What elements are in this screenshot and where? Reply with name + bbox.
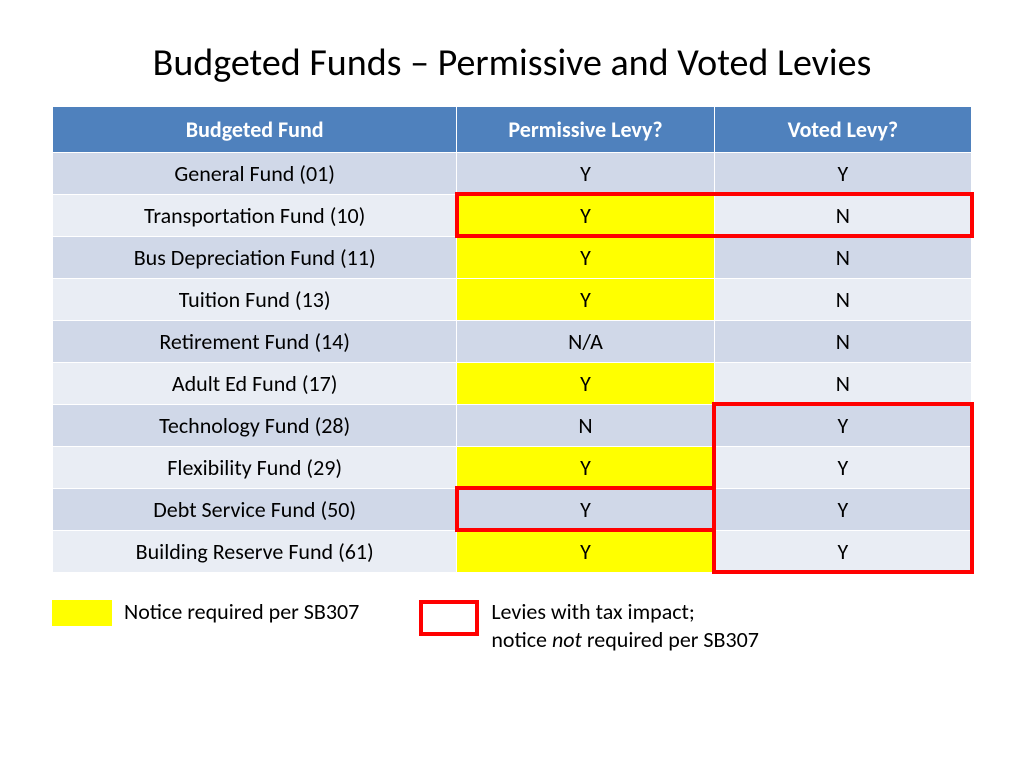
legend-redbox-label: Levies with tax impact; notice not requi… xyxy=(491,598,759,653)
table-cell: Y xyxy=(714,153,971,195)
table-cell: Y xyxy=(457,153,714,195)
table-row: Debt Service Fund (50)YY xyxy=(53,489,972,531)
table-cell: N xyxy=(714,363,971,405)
table-cell: General Fund (01) xyxy=(53,153,457,195)
table-cell: Y xyxy=(457,237,714,279)
slide-title: Budgeted Funds – Permissive and Voted Le… xyxy=(50,40,974,86)
table-row: Transportation Fund (10)YN xyxy=(53,195,972,237)
legend-item-yellow: Notice required per SB307 xyxy=(52,598,359,626)
legend-yellow-label: Notice required per SB307 xyxy=(124,598,359,626)
table-row: Flexibility Fund (29)YY xyxy=(53,447,972,489)
table-cell: Y xyxy=(457,363,714,405)
table-cell: Y xyxy=(457,279,714,321)
table-cell: Y xyxy=(457,447,714,489)
col-header-voted: Voted Levy? xyxy=(714,107,971,153)
table-cell: Adult Ed Fund (17) xyxy=(53,363,457,405)
table-body: General Fund (01)YYTransportation Fund (… xyxy=(53,153,972,573)
table-row: Retirement Fund (14)N/AN xyxy=(53,321,972,363)
table-cell: Y xyxy=(714,531,971,573)
legend-redbox-line2-em: not xyxy=(552,626,582,653)
table-cell: Y xyxy=(457,531,714,573)
table-row: Building Reserve Fund (61)YY xyxy=(53,531,972,573)
table-cell: Y xyxy=(714,447,971,489)
yellow-swatch xyxy=(52,600,112,626)
table-row: Adult Ed Fund (17)YN xyxy=(53,363,972,405)
table-cell: Debt Service Fund (50) xyxy=(53,489,457,531)
legend-redbox-line1: Levies with tax impact; xyxy=(491,598,695,625)
table-header-row: Budgeted Fund Permissive Levy? Voted Lev… xyxy=(53,107,972,153)
table-row: Bus Depreciation Fund (11)YN xyxy=(53,237,972,279)
table-cell: N xyxy=(457,405,714,447)
table-cell: Y xyxy=(714,489,971,531)
table-row: Tuition Fund (13)YN xyxy=(53,279,972,321)
table-wrap: Budgeted Fund Permissive Levy? Voted Lev… xyxy=(52,106,972,573)
table-cell: Retirement Fund (14) xyxy=(53,321,457,363)
table-cell: N xyxy=(714,237,971,279)
table-cell: Y xyxy=(457,489,714,531)
table-cell: Technology Fund (28) xyxy=(53,405,457,447)
legend-item-redbox: Levies with tax impact; notice not requi… xyxy=(419,598,759,653)
table-cell: N/A xyxy=(457,321,714,363)
slide: Budgeted Funds – Permissive and Voted Le… xyxy=(0,0,1024,768)
table-row: Technology Fund (28)NY xyxy=(53,405,972,447)
table-cell: Bus Depreciation Fund (11) xyxy=(53,237,457,279)
table-cell: Y xyxy=(714,405,971,447)
legend: Notice required per SB307 Levies with ta… xyxy=(52,598,972,653)
funds-table: Budgeted Fund Permissive Levy? Voted Lev… xyxy=(52,106,972,573)
table-row: General Fund (01)YY xyxy=(53,153,972,195)
legend-redbox-line2b: required per SB307 xyxy=(582,626,759,653)
col-header-permissive: Permissive Levy? xyxy=(457,107,714,153)
table-cell: Flexibility Fund (29) xyxy=(53,447,457,489)
table-cell: N xyxy=(714,321,971,363)
table-cell: N xyxy=(714,279,971,321)
col-header-fund: Budgeted Fund xyxy=(53,107,457,153)
legend-redbox-line2a: notice xyxy=(491,626,552,653)
table-cell: N xyxy=(714,195,971,237)
table-cell: Tuition Fund (13) xyxy=(53,279,457,321)
table-cell: Transportation Fund (10) xyxy=(53,195,457,237)
redbox-swatch xyxy=(419,600,479,636)
table-cell: Building Reserve Fund (61) xyxy=(53,531,457,573)
table-cell: Y xyxy=(457,195,714,237)
